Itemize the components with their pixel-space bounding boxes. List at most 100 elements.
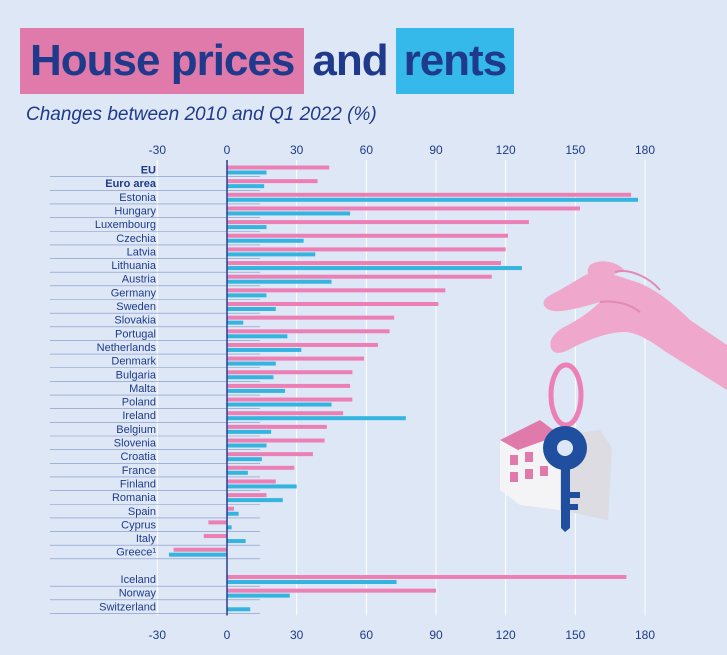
bar-prices (227, 220, 529, 225)
bar-prices (227, 438, 325, 443)
x-tick-label-top: 60 (360, 143, 374, 157)
x-tick-label-bottom: 0 (224, 628, 231, 642)
bar-prices (227, 452, 313, 457)
bar-prices (173, 547, 227, 552)
bar-rents (227, 593, 290, 598)
category-label: Croatia (121, 451, 157, 463)
x-tick-label-top: 0 (224, 143, 231, 157)
bar-rents (227, 416, 406, 421)
bar-prices (227, 575, 627, 579)
key-icon (543, 426, 587, 532)
bar-rents (227, 197, 639, 202)
bar-rents (227, 539, 246, 544)
category-label: Lithuania (111, 260, 157, 272)
category-label: Euro area (105, 178, 157, 190)
bar-prices (227, 206, 580, 211)
x-tick-label-bottom: 120 (496, 628, 516, 642)
bar-prices (227, 288, 446, 293)
bar-prices (227, 342, 378, 347)
bar-prices (227, 383, 351, 388)
bar-prices (227, 424, 327, 429)
bar-prices (227, 588, 436, 593)
bar-rents (227, 525, 232, 530)
bar-rents (227, 184, 265, 189)
category-label: Spain (128, 506, 156, 518)
bar-rents (227, 170, 267, 175)
x-tick-label-top: 120 (496, 143, 516, 157)
key-ring-icon (548, 362, 584, 428)
title-row: House prices and rents (20, 28, 515, 94)
bar-rents (227, 361, 276, 366)
x-tick-label-bottom: 60 (360, 628, 374, 642)
category-label: Austria (122, 274, 157, 286)
x-tick-label-bottom: -30 (149, 628, 167, 642)
hand-icon (543, 271, 727, 390)
bar-rents (227, 347, 302, 352)
bar-rents (227, 211, 351, 216)
category-label: Bulgaria (116, 369, 157, 381)
bar-prices (227, 179, 318, 184)
category-label: Ireland (122, 410, 156, 422)
bar-rents (227, 375, 274, 380)
category-label: Norway (119, 588, 157, 600)
category-label: Poland (122, 397, 156, 409)
category-label: Cyprus (121, 519, 156, 531)
bar-prices (227, 315, 395, 320)
bar-rents (227, 484, 297, 489)
bar-rents (227, 498, 283, 503)
category-label: Slovakia (114, 315, 156, 327)
category-label: Latvia (127, 246, 157, 258)
x-tick-label-top: -30 (149, 143, 167, 157)
category-label: Romania (112, 492, 157, 504)
category-label: Luxembourg (95, 219, 156, 231)
category-label: Germany (111, 287, 157, 299)
bar-prices (227, 493, 267, 498)
x-tick-label-bottom: 90 (429, 628, 443, 642)
bar-prices (227, 356, 365, 361)
category-label: Portugal (115, 328, 156, 340)
bar-rents (168, 552, 227, 557)
bar-rents (227, 266, 522, 271)
bar-rents (227, 607, 251, 612)
x-tick-label-top: 90 (429, 143, 443, 157)
bar-rents (227, 402, 332, 407)
category-label: France (122, 465, 156, 477)
bar-prices (227, 465, 295, 470)
title-house-prices: House prices (20, 28, 305, 94)
bar-prices (227, 411, 344, 416)
bar-prices (227, 329, 390, 334)
x-tick-label-top: 180 (635, 143, 655, 157)
bar-rents (227, 320, 244, 325)
bar-rents (227, 252, 316, 257)
x-tick-label-top: 150 (565, 143, 585, 157)
bar-prices (227, 192, 632, 197)
category-label: Netherlands (97, 342, 157, 354)
bar-prices (203, 534, 227, 539)
category-label: Greece¹ (116, 547, 156, 559)
category-label: EU (141, 165, 156, 177)
bar-prices (208, 520, 227, 525)
category-label: Malta (129, 383, 157, 395)
category-label: Belgium (116, 424, 156, 436)
bar-rents (227, 511, 239, 516)
category-label: Sweden (116, 301, 156, 313)
title-and: and (312, 36, 388, 85)
x-tick-label-top: 30 (290, 143, 304, 157)
category-label: Slovenia (114, 438, 157, 450)
bar-prices (227, 261, 502, 266)
bar-prices (227, 165, 330, 170)
chart-subtitle: Changes between 2010 and Q1 2022 (%) (26, 104, 377, 125)
bar-rents (227, 429, 272, 434)
x-tick-label-bottom: 30 (290, 628, 304, 642)
bar-rents (227, 443, 267, 448)
bar-prices (227, 274, 492, 279)
bar-rents (227, 580, 397, 584)
category-label: Iceland (121, 574, 156, 586)
title-rents: rents (395, 28, 515, 94)
bar-rents (227, 307, 276, 311)
bar-prices (227, 479, 276, 484)
category-label: Czechia (116, 233, 157, 245)
bar-rents (227, 470, 248, 475)
